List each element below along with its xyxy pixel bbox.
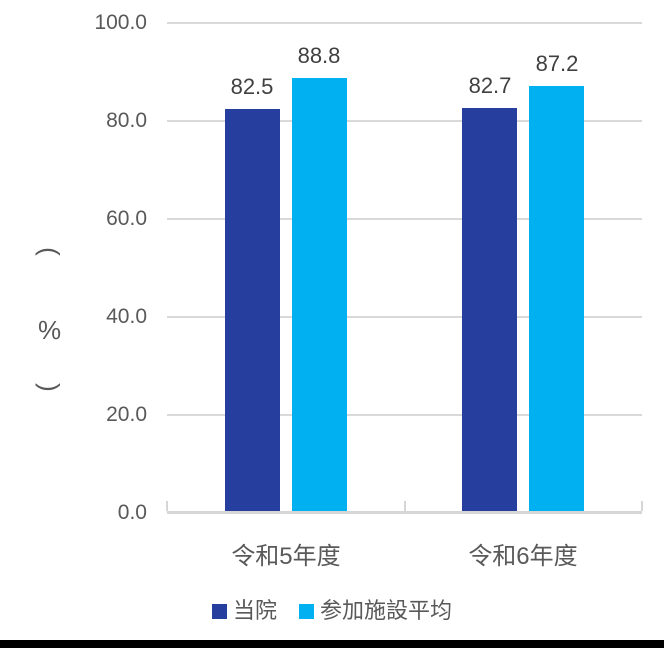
bar-参加施設平均-令和6年度 — [529, 85, 584, 513]
legend-swatch-icon — [211, 603, 227, 619]
legend-item-参加施設平均: 参加施設平均 — [299, 598, 452, 624]
x-category-label-令和5年度: 令和5年度 — [231, 543, 341, 570]
x-axis-tick-1 — [404, 501, 406, 511]
legend-swatch-icon — [299, 603, 314, 619]
y-tick-label-20.0: 20.0 — [106, 403, 147, 426]
gridline-60.0 — [167, 218, 642, 220]
legend-item-当院: 当院 — [211, 598, 277, 624]
chart-legend: 当院 参加施設平均 — [0, 598, 664, 624]
bar-value-label-当院-令和5年度: 82.5 — [230, 73, 274, 99]
gridline-40.0 — [167, 316, 642, 318]
y-axis-title-percent: % — [38, 315, 62, 345]
bar-参加施設平均-令和5年度 — [292, 77, 347, 513]
y-tick-label-40.0: 40.0 — [106, 305, 147, 328]
x-axis-line — [167, 511, 642, 514]
x-axis-tick-2 — [641, 501, 643, 511]
bar-value-label-当院-令和6年度: 82.7 — [468, 72, 512, 98]
plot-area: 82.5 88.8 82.7 87.2 — [166, 22, 643, 514]
gridline-100.0 — [167, 22, 642, 24]
bar-当院-令和5年度 — [225, 108, 280, 513]
y-tick-label-80.0: 80.0 — [106, 109, 147, 132]
y-tick-label-60.0: 60.0 — [106, 207, 147, 230]
gridline-20.0 — [167, 414, 642, 416]
gridline-80.0 — [167, 120, 642, 122]
bottom-black-strip — [0, 640, 664, 648]
legend-label: 当院 — [232, 598, 277, 623]
y-axis-title-open-paren: ( — [34, 247, 65, 256]
y-axis-title-close-paren: ) — [34, 383, 65, 392]
y-tick-label-100.0: 100.0 — [94, 11, 147, 34]
bar-value-label-参加施設平均-令和6年度: 87.2 — [535, 50, 579, 76]
x-category-label-令和6年度: 令和6年度 — [468, 543, 578, 570]
x-axis-tick-0 — [166, 501, 168, 511]
y-tick-label-0.0: 0.0 — [117, 501, 147, 524]
legend-label: 参加施設平均 — [320, 598, 453, 623]
bar-当院-令和6年度 — [462, 107, 517, 513]
bar-value-label-参加施設平均-令和5年度: 88.8 — [297, 42, 341, 68]
